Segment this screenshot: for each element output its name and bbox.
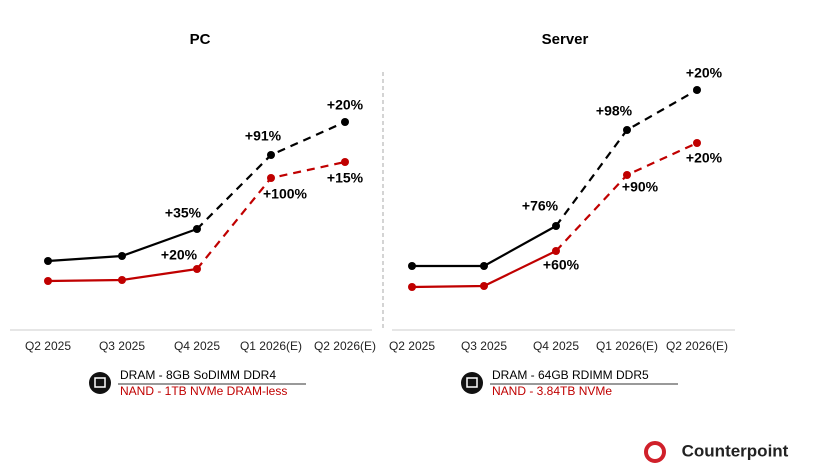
x-tick-label: Q4 2025 — [533, 339, 579, 353]
point — [408, 283, 416, 291]
point — [693, 139, 701, 147]
legend-label: NAND - 3.84TB NVMe — [492, 384, 612, 398]
point — [341, 158, 349, 166]
change-label: +100% — [263, 186, 308, 202]
point — [44, 277, 52, 285]
change-label: +20% — [686, 150, 723, 166]
point — [480, 282, 488, 290]
point — [552, 247, 560, 255]
x-tick-label: Q2 2025 — [389, 339, 435, 353]
change-label: +98% — [596, 103, 633, 119]
x-tick-label: Q2 2025 — [25, 339, 71, 353]
x-tick-label: Q1 2026(E) — [240, 339, 302, 353]
change-label: +91% — [245, 128, 282, 144]
change-label: +20% — [161, 247, 198, 263]
change-label: +15% — [327, 170, 364, 186]
point — [408, 262, 416, 270]
series-line — [412, 225, 557, 268]
brand: Counterpoint — [682, 441, 789, 460]
point — [623, 126, 631, 134]
legend-label: DRAM - 64GB RDIMM DDR5 — [492, 368, 649, 382]
x-tick-label: Q2 2026(E) — [314, 339, 376, 353]
point — [693, 86, 701, 94]
point — [118, 276, 126, 284]
change-label: +90% — [622, 179, 659, 195]
x-tick-label: Q1 2026(E) — [596, 339, 658, 353]
change-label: +20% — [327, 97, 364, 113]
change-label: +20% — [686, 65, 723, 81]
legend-label: DRAM - 8GB SoDIMM DDR4 — [120, 368, 276, 382]
x-tick-label: Q3 2025 — [461, 339, 507, 353]
panel-title: PC — [190, 31, 211, 48]
point — [193, 225, 201, 233]
x-tick-label: Q2 2026(E) — [666, 339, 728, 353]
point — [44, 257, 52, 265]
legend-icon-glyph — [94, 377, 106, 388]
point — [552, 222, 560, 230]
legend-label: NAND - 1TB NVMe DRAM-less — [120, 384, 287, 398]
change-label: +35% — [165, 205, 202, 221]
point — [267, 151, 275, 159]
legend-icon — [461, 372, 483, 394]
legend-icon-glyph — [466, 377, 478, 388]
point — [341, 118, 349, 126]
panel-title: Server — [542, 31, 589, 48]
brand-logo — [644, 441, 666, 463]
point — [118, 252, 126, 260]
legend-icon — [89, 372, 111, 394]
point — [267, 174, 275, 182]
x-tick-label: Q3 2025 — [99, 339, 145, 353]
change-label: +76% — [522, 198, 559, 214]
point — [193, 265, 201, 273]
point — [623, 171, 631, 179]
x-tick-label: Q4 2025 — [174, 339, 220, 353]
change-label: +60% — [543, 257, 580, 273]
point — [480, 262, 488, 270]
